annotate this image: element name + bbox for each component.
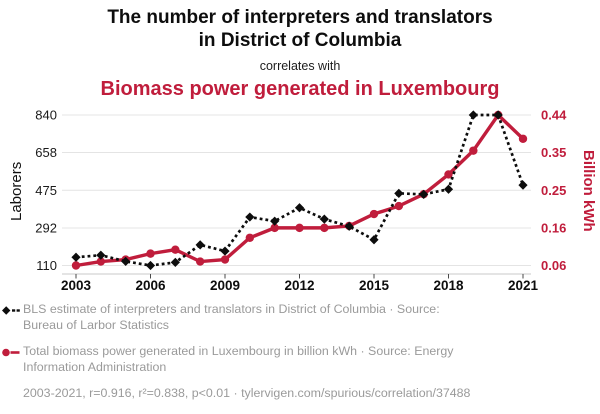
svg-text:0.06: 0.06 (541, 258, 566, 273)
chart-svg: 110 292 475 658 840 0.06 0.16 0.25 0.35 0.44 2003 2… (35, 108, 567, 294)
chart-title-line2: in District of Columbia (198, 30, 402, 51)
left-axis-title: Laborers (8, 161, 25, 221)
svg-text:292: 292 (35, 220, 57, 235)
chart-subtitle: Biomass power generated in Luxembourg (100, 78, 500, 100)
svg-text:0.44: 0.44 (541, 108, 567, 123)
svg-text:0.35: 0.35 (541, 145, 566, 160)
svg-text:2018: 2018 (433, 278, 464, 293)
red-circle-solid-line-icon (2, 347, 20, 363)
svg-text:475: 475 (35, 183, 57, 198)
svg-text:0.16: 0.16 (541, 220, 566, 235)
svg-text:2003: 2003 (61, 278, 92, 293)
svg-text:2015: 2015 (359, 278, 390, 293)
legend-label-interpreters: BLS estimate of interpreters and transla… (23, 302, 440, 332)
chart-header: The number of interpreters and translato… (0, 6, 600, 101)
legend-label-biomass: Total biomass power generated in Luxembo… (23, 344, 454, 374)
correlates-with-text: correlates with (259, 59, 341, 73)
chart-title-line1: The number of interpreters and translato… (107, 7, 493, 28)
legend-item-interpreters: BLS estimate of interpreters and transla… (2, 302, 594, 333)
chart-legend: BLS estimate of interpreters and transla… (2, 302, 594, 402)
black-diamond-dotted-line-icon (2, 305, 20, 321)
stats-text: 2003-2021, r=0.916, r²=0.838, p<0.01 (23, 386, 231, 400)
svg-text:0.25: 0.25 (541, 183, 566, 198)
footer-stats-line: 2003-2021, r=0.916, r²=0.838, p<0.01 · t… (23, 386, 594, 402)
legend-item-biomass: Total biomass power generated in Luxembo… (2, 344, 594, 375)
svg-text:658: 658 (35, 145, 57, 160)
svg-text:2012: 2012 (284, 278, 314, 293)
svg-text:110: 110 (36, 258, 57, 273)
svg-text:840: 840 (35, 108, 57, 123)
svg-text:2021: 2021 (508, 278, 539, 293)
footer-separator: · (233, 386, 238, 400)
source-url: tylervigen.com/spurious/correlation/3748… (241, 386, 471, 400)
svg-text:2009: 2009 (210, 278, 240, 293)
svg-text:2006: 2006 (135, 278, 166, 293)
right-axis-title: Billion kWh (580, 150, 597, 232)
